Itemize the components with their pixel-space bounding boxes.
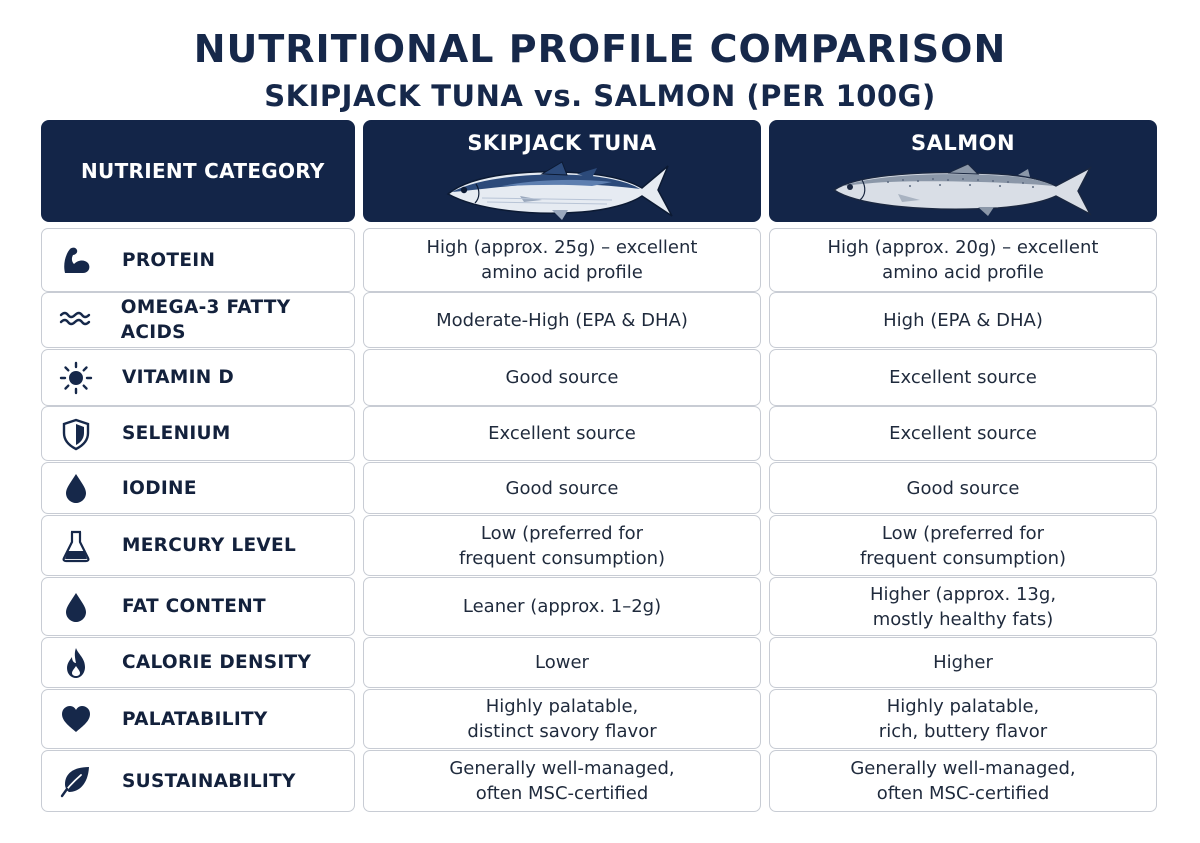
tuna-value: Generally well-managed, often MSC-certif… (449, 758, 675, 804)
salmon-value: Excellent source (889, 423, 1037, 444)
tuna-value-cell: Generally well-managed, often MSC-certif… (363, 750, 761, 812)
salmon-value-cell: Excellent source (769, 406, 1157, 461)
tuna-value-cell: Moderate-High (EPA & DHA) (363, 292, 761, 348)
header-salmon-label: SALMON (910, 131, 1016, 155)
tuna-value: Excellent source (488, 423, 636, 444)
waves-icon (58, 302, 93, 338)
flame-icon (58, 645, 94, 681)
category-cell: OMEGA-3 FATTY ACIDS (41, 292, 355, 348)
page-title: NUTRITIONAL PROFILE COMPARISON (193, 27, 1007, 71)
tuna-value-cell: Lower (363, 637, 761, 688)
category-label: SELENIUM (122, 423, 231, 444)
salmon-value: Highly palatable, rich, buttery flavor (878, 696, 1048, 742)
salmon-value: Excellent source (889, 367, 1037, 388)
salmon-value: Good source (906, 477, 1020, 499)
header-tuna-label: SKIPJACK TUNA (467, 131, 657, 155)
salmon-value: Generally well-managed, often MSC-certif… (850, 758, 1076, 804)
category-label: MERCURY LEVEL (122, 535, 297, 556)
droplet-icon (58, 470, 94, 506)
flask-icon (58, 528, 94, 564)
salmon-value-cell: Higher (769, 637, 1157, 688)
tuna-value: High (approx. 25g) – excellent amino aci… (426, 237, 698, 283)
tuna-value: Moderate-High (EPA & DHA) (436, 309, 688, 331)
salmon-value-cell: Excellent source (769, 349, 1157, 406)
salmon-value-cell: Good source (769, 462, 1157, 514)
tuna-value: Good source (505, 367, 619, 388)
category-cell: IODINE (41, 462, 355, 514)
category-cell: MERCURY LEVEL (41, 515, 355, 576)
category-label: SUSTAINABILITY (122, 770, 296, 792)
category-label: CALORIE DENSITY (122, 652, 312, 673)
category-label: IODINE (122, 477, 197, 499)
category-cell: SUSTAINABILITY (41, 750, 355, 812)
tuna-fish-icon (446, 161, 673, 220)
category-cell: CALORIE DENSITY (41, 637, 355, 688)
header-salmon: SALMON (769, 120, 1157, 222)
category-cell: FAT CONTENT (41, 577, 355, 636)
tuna-value-cell: Excellent source (363, 406, 761, 461)
category-cell: PROTEIN (41, 228, 355, 292)
header-category-label: NUTRIENT CATEGORY (81, 159, 325, 183)
sun-icon (58, 360, 94, 396)
salmon-value-cell: Higher (approx. 13g, mostly healthy fats… (769, 577, 1157, 636)
category-label: FAT CONTENT (122, 596, 266, 617)
salmon-fish-icon (832, 163, 1092, 216)
droplet-icon (58, 589, 94, 625)
tuna-value-cell: Highly palatable, distinct savory flavor (363, 689, 761, 749)
salmon-value-cell: High (approx. 20g) – excellent amino aci… (769, 228, 1157, 292)
salmon-value: Higher (approx. 13g, mostly healthy fats… (869, 583, 1057, 630)
heart-icon (58, 701, 94, 737)
shield-icon (58, 416, 94, 452)
salmon-value-cell: Highly palatable, rich, buttery flavor (769, 689, 1157, 749)
tuna-value: Leaner (approx. 1–2g) (462, 596, 662, 617)
page-subtitle: SKIPJACK TUNA vs. SALMON (PER 100G) (264, 79, 936, 113)
salmon-value: High (EPA & DHA) (883, 309, 1043, 331)
tuna-value-cell: Good source (363, 462, 761, 514)
category-cell: SELENIUM (41, 406, 355, 461)
salmon-value-cell: Generally well-managed, often MSC-certif… (769, 750, 1157, 812)
title-block: NUTRITIONAL PROFILE COMPARISON SKIPJACK … (0, 26, 1200, 116)
tuna-value: Low (preferred for frequent consumption) (458, 522, 666, 569)
flexed-bicep-icon (58, 242, 94, 278)
header-nutrient-category: NUTRIENT CATEGORY (41, 120, 355, 222)
salmon-value-cell: High (EPA & DHA) (769, 292, 1157, 348)
salmon-value-cell: Low (preferred for frequent consumption) (769, 515, 1157, 576)
tuna-value-cell: Low (preferred for frequent consumption) (363, 515, 761, 576)
salmon-value: High (approx. 20g) – excellent amino aci… (827, 237, 1099, 283)
leaf-icon (58, 763, 94, 799)
category-label: OMEGA-3 FATTY ACIDS (120, 297, 291, 343)
tuna-value-cell: Good source (363, 349, 761, 406)
category-label: VITAMIN D (122, 367, 234, 388)
tuna-value: Good source (505, 477, 619, 499)
tuna-value-cell: High (approx. 25g) – excellent amino aci… (363, 228, 761, 292)
category-cell: VITAMIN D (41, 349, 355, 406)
tuna-value-cell: Leaner (approx. 1–2g) (363, 577, 761, 636)
header-skipjack-tuna: SKIPJACK TUNA (363, 120, 761, 222)
salmon-value: Higher (933, 652, 993, 673)
category-label: PROTEIN (122, 249, 216, 271)
tuna-value: Highly palatable, distinct savory flavor (467, 696, 657, 742)
salmon-value: Low (preferred for frequent consumption) (859, 522, 1067, 569)
category-label: PALATABILITY (122, 708, 268, 730)
category-cell: PALATABILITY (41, 689, 355, 749)
tuna-value: Lower (535, 652, 589, 673)
